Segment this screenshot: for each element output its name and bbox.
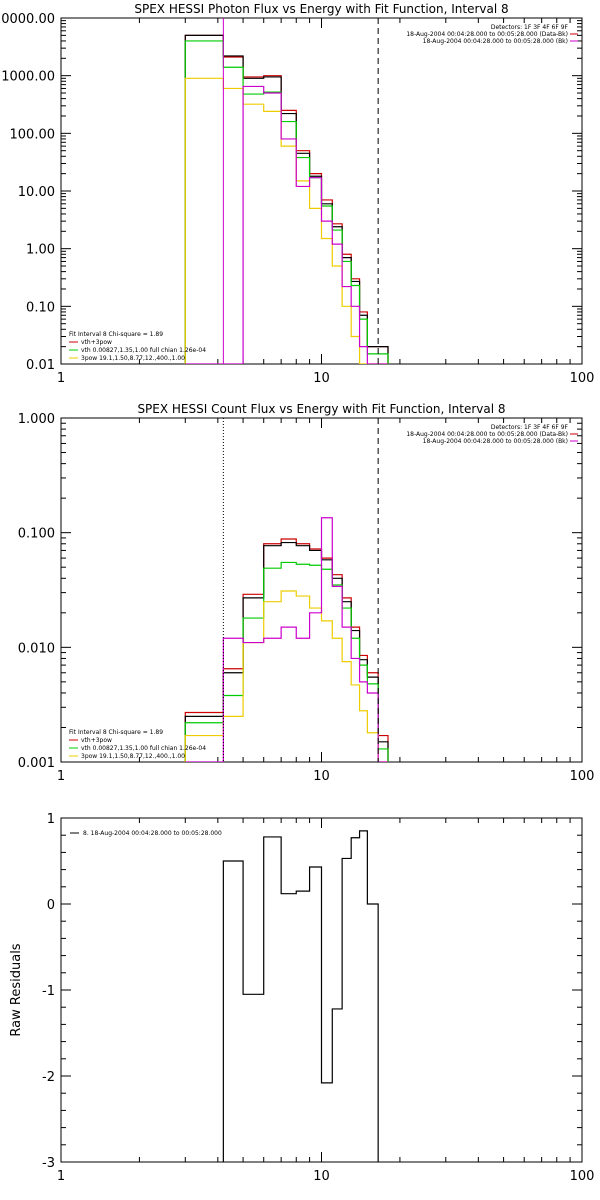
series-line-2 — [184, 34, 389, 364]
y-tick-label: 0.001 — [18, 756, 55, 771]
series-line-3 — [184, 40, 389, 364]
series-line-1 — [222, 830, 379, 1162]
y-tick-label: 10.00 — [18, 185, 55, 200]
y-tick-label: 1.000 — [18, 412, 55, 427]
y-tick-label: 10000.00 — [0, 12, 55, 27]
legend-entry: vth 0.00827,1.35,1.00 full chian 1.26e-0… — [81, 347, 206, 354]
x-tick-label: 100 — [570, 1169, 595, 1184]
y-tick-label: 1 — [47, 812, 55, 827]
legend-entry: 3pow 19.1,1.50,8.77,12.,400.,1.00 — [81, 753, 185, 760]
legend-entry: 3pow 19.1,1.50,8.77,12.,400.,1.00 — [81, 355, 185, 362]
series-line-5 — [185, 85, 388, 364]
legend-entry: 18-Aug-2004 00:04:28.000 to 00:05:28.000… — [406, 431, 568, 438]
chart-panel-2: SPEX HESSI Count Flux vs Energy with Fit… — [18, 402, 595, 784]
data-area — [222, 830, 379, 1162]
y-tick-label: 1000.00 — [1, 70, 55, 85]
legend-entry: 8. 18-Aug-2004 00:04:28.000 to 00:05:28.… — [83, 830, 222, 837]
chart-panel-3: 1 10 100 -3 -2 -1 0 1 Raw Residuals 8. 18-Aug-200… — [9, 812, 594, 1184]
x-tick-label: 10 — [313, 371, 330, 386]
y-tick-label: 0.01 — [26, 358, 55, 373]
series-line-4 — [184, 590, 388, 762]
y-tick-label: 0 — [47, 898, 55, 913]
y-tick-label: 0.010 — [18, 641, 55, 656]
x-tick-label: 10 — [313, 769, 330, 784]
series-line-2 — [184, 541, 389, 762]
chart-panel-1: SPEX HESSI Photon Flux vs Energy with Fi… — [0, 2, 594, 386]
series-line-3 — [184, 561, 389, 762]
x-tick-label: 1 — [57, 769, 65, 784]
y-tick-label: 1.00 — [26, 243, 55, 258]
data-area — [184, 517, 389, 762]
legend-entry: Detectors: 1F 3F 4F 6F 9F — [491, 424, 569, 431]
y-tick-label: 0.100 — [18, 527, 55, 542]
legend-entry: 18-Aug-2004 00:04:28.000 to 00:05:28.000… — [423, 438, 568, 445]
x-tick-label: 100 — [570, 371, 595, 386]
series-line-5 — [185, 517, 388, 762]
legend-entry: Fit Interval 8 Chi-square = 1.89 — [69, 729, 163, 736]
x-tick-label: 100 — [570, 769, 595, 784]
x-tick-label: 1 — [57, 1169, 65, 1184]
y-tick-label: -2 — [42, 1070, 55, 1085]
x-tick-label: 10 — [313, 1169, 330, 1184]
legend-entry: 18-Aug-2004 00:04:28.000 to 00:05:28.000… — [406, 31, 568, 38]
y-axis-label: Raw Residuals — [9, 943, 24, 1036]
x-tick-label: 1 — [57, 371, 65, 386]
y-tick-label: 0.10 — [26, 300, 55, 315]
y-tick-label: -1 — [42, 984, 55, 999]
series-line-1 — [184, 34, 389, 364]
y-tick-label: 100.00 — [10, 127, 56, 142]
y-tick-label: -3 — [42, 1156, 55, 1171]
chart-title: SPEX HESSI Photon Flux vs Energy with Fi… — [134, 2, 508, 16]
legend-entry: Fit Interval 8 Chi-square = 1.89 — [69, 331, 163, 338]
chart-title: SPEX HESSI Count Flux vs Energy with Fit… — [137, 402, 505, 416]
data-area — [184, 34, 389, 364]
legend-entry: 18-Aug-2004 00:04:28.000 to 00:05:28.000… — [423, 38, 568, 45]
series-line-1 — [184, 538, 389, 762]
legend-entry: vth+3pow — [81, 339, 112, 346]
legend-entry: vth 0.00827,1.35,1.00 full chian 1.26e-0… — [81, 745, 206, 752]
legend-entry: vth+3pow — [81, 737, 112, 744]
legend-entry: Detectors: 1F 3F 4F 6F 9F — [491, 24, 569, 31]
